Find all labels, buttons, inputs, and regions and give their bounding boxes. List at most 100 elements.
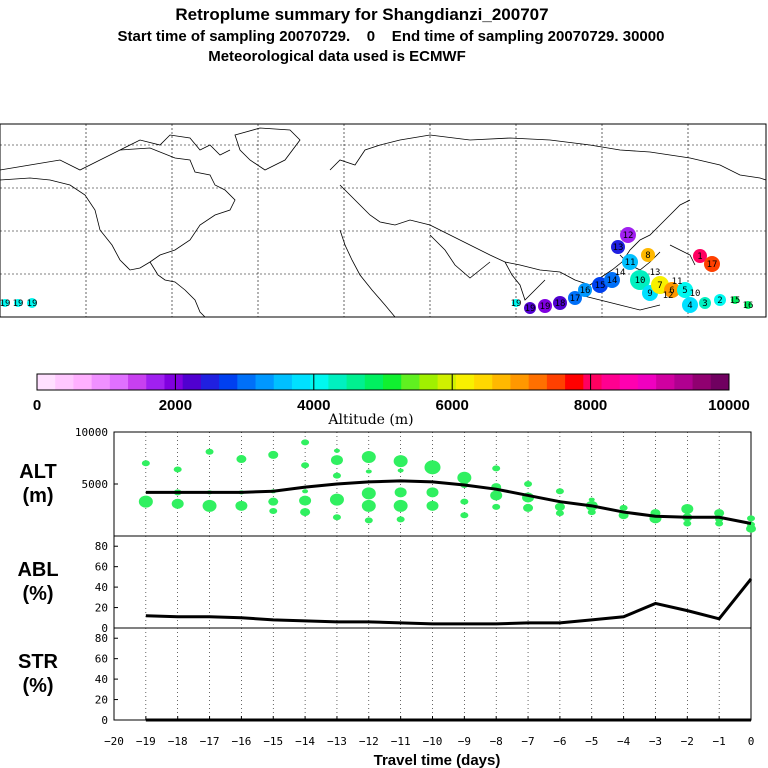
alt-scatter-point: [299, 495, 312, 506]
alt-scatter-point: [202, 499, 217, 512]
plume-day-label: 11: [625, 258, 636, 268]
y-tick-label: 0: [101, 714, 108, 727]
alt-scatter-point: [268, 450, 279, 459]
alt-scatter-point: [173, 466, 182, 473]
alt-scatter-point: [426, 500, 439, 511]
colorbar-tick-label: 10000: [708, 397, 750, 414]
plume-day-label: 17: [570, 294, 581, 304]
plume-markers: [1, 227, 752, 314]
panel-ylabel-abl: ABL: [17, 559, 58, 581]
colorbar-swatch: [164, 374, 184, 390]
colorbar-swatch: [656, 374, 675, 390]
colorbar-swatch: [200, 374, 220, 390]
alt-scatter-point: [269, 508, 278, 515]
plume-day-label: 2: [717, 296, 722, 306]
plume-marker: [611, 240, 625, 254]
alt-scatter-point: [361, 499, 376, 512]
alt-scatter-point: [268, 497, 279, 506]
plume-marker: [592, 277, 608, 293]
colorbar-swatch: [492, 374, 511, 390]
colorbar-swatch: [182, 374, 202, 390]
alt-scatter-point: [361, 450, 376, 463]
alt-scatter-point: [588, 497, 595, 502]
x-tick-label: −8: [490, 735, 503, 748]
colorbar-swatch: [346, 374, 366, 390]
plume-day-label: 19: [27, 299, 38, 309]
panel-frame-str: [113, 627, 752, 721]
colorbar-swatch: [455, 374, 475, 390]
panel-frame-abl: [113, 535, 752, 629]
alt-scatter-point: [393, 455, 408, 468]
colorbar-swatch: [546, 374, 566, 390]
x-tick-label: −5: [585, 735, 598, 748]
y-tick-label: 60: [95, 561, 108, 574]
plume-day-label: 8: [645, 251, 650, 261]
plume-day-label: 12: [663, 291, 674, 301]
colorbar-swatch: [528, 374, 548, 390]
plume-marker: [664, 282, 680, 298]
plume-marker: [620, 227, 636, 243]
alt-scatter-point: [747, 515, 755, 522]
plume-marker: [714, 294, 726, 306]
x-tick-label: −17: [200, 735, 220, 748]
x-tick-label: −10: [423, 735, 443, 748]
sampling-time-line: Start time of sampling 20070729. 0 End t…: [118, 28, 665, 45]
alt-scatter-point: [460, 512, 469, 519]
colorbar-tick-label: 4000: [297, 397, 330, 414]
plume-marker: [568, 291, 582, 305]
x-tick-label: −19: [136, 735, 156, 748]
plume-marker: [622, 254, 638, 270]
colorbar-swatch: [310, 374, 329, 390]
x-tick-label: −6: [553, 735, 566, 748]
alt-scatter-point: [424, 460, 441, 475]
alt-scatter-point: [393, 499, 408, 512]
x-tick-label: −16: [231, 735, 251, 748]
colorbar-swatch: [437, 374, 457, 390]
plume-day-label: 11: [672, 277, 683, 287]
colorbar-swatch: [128, 374, 147, 390]
y-tick-label: 80: [95, 540, 108, 553]
colorbar-swatch: [674, 374, 694, 390]
plume-marker: [731, 296, 739, 304]
x-tick-label: −12: [359, 735, 379, 748]
colorbar-swatch: [109, 374, 129, 390]
altitude-colorbar: 0 2000 4000 6000 8000 10000: [33, 373, 750, 414]
colorbar-swatch: [692, 374, 712, 390]
colorbar-tick-label: 0: [33, 397, 41, 414]
colorbar-swatch: [601, 374, 621, 390]
alt-scatter-point: [205, 448, 214, 455]
alt-scatter-point: [619, 504, 628, 511]
plume-marker: [630, 270, 650, 290]
y-tick-label: 20: [95, 602, 108, 615]
colorbar-tick-label: 8000: [574, 397, 607, 414]
plume-marker: [27, 298, 37, 308]
plume-marker: [553, 296, 567, 310]
y-tick-label: 40: [95, 673, 108, 686]
plume-day-label: 12: [623, 231, 634, 241]
plume-day-label: 13: [650, 268, 661, 278]
colorbar-tick-label: 6000: [436, 397, 469, 414]
panel-ylabel-unit: (m): [22, 485, 53, 507]
alt-scatter-point: [429, 468, 436, 473]
x-tick-label: −14: [295, 735, 315, 748]
colorbar-swatch: [583, 374, 603, 390]
x-tick-label: −2: [681, 735, 694, 748]
colorbar-swatch: [91, 374, 111, 390]
plume-marker: [699, 297, 711, 309]
colorbar-swatch: [401, 374, 420, 390]
figure-title: Retroplume summary for Shangdianzi_20070…: [175, 5, 548, 24]
alt-scatter-point: [681, 503, 694, 514]
alt-scatter-point: [364, 517, 373, 524]
x-tick-label: 0: [748, 735, 755, 748]
alt-scatter-point: [426, 487, 439, 498]
panel-ylabel-unit: (%): [22, 583, 53, 605]
y-tick-label: 40: [95, 581, 108, 594]
y-tick-label: 10000: [75, 426, 108, 439]
alt-scatter-point: [460, 498, 469, 505]
x-axis-label: Travel time (days): [374, 752, 501, 768]
x-tick-label: −3: [649, 735, 662, 748]
alt-scatter-point: [523, 503, 534, 512]
